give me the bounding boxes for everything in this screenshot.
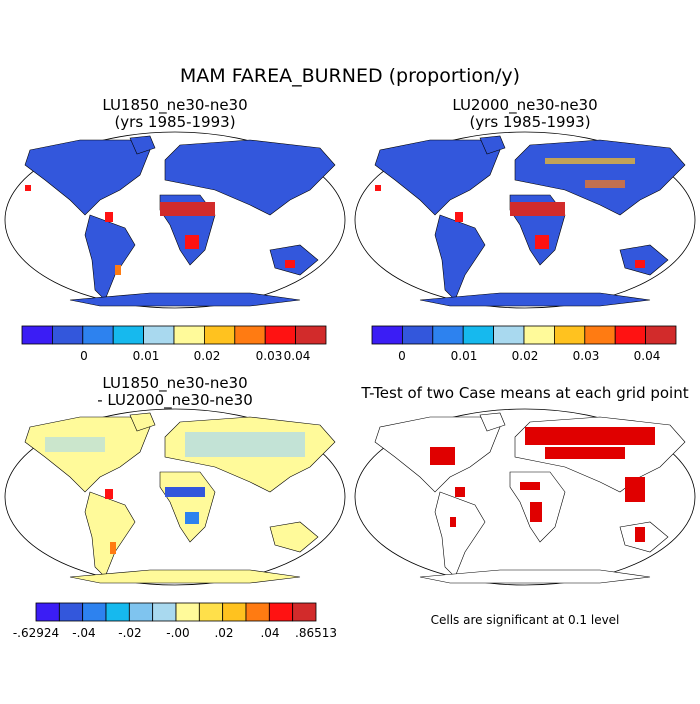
colorbar-box (584, 325, 616, 345)
colorbar-box (645, 325, 677, 345)
panel-title: LU1850_ne30-ne30 (102, 96, 247, 115)
colorbar-box (82, 602, 107, 622)
colorbar-label: 0 (80, 349, 88, 363)
colorbar-box (401, 325, 434, 345)
map-panel (4, 131, 346, 309)
colorbar-box (105, 602, 130, 622)
colorbar-box (432, 325, 464, 345)
figure-title: MAM FAREA_BURNED (proportion/y) (180, 65, 520, 87)
colorbar-label: 0.02 (512, 349, 539, 363)
colorbar-label: .04 (260, 626, 279, 640)
colorbar-label: 0.01 (133, 349, 160, 363)
colorbar-box (82, 325, 114, 345)
colorbar-box (268, 602, 294, 622)
colorbar-box (264, 325, 297, 345)
panel-title: LU1850_ne30-ne30 (102, 374, 247, 393)
map-panel (354, 408, 696, 586)
maps (4, 131, 696, 586)
colorbar-label: 0 (398, 349, 406, 363)
colorbar-box (198, 602, 224, 622)
colorbar-box (203, 325, 236, 345)
colorbar-box (234, 325, 266, 345)
panel-subtitle: (yrs 1985-1993) (469, 113, 590, 131)
colorbar-label: 0.01 (451, 349, 478, 363)
colorbar-label: -.62924 (13, 626, 59, 640)
panel-title: T-Test of two Case means at each grid po… (360, 384, 688, 402)
colorbar-box (292, 602, 317, 622)
colorbar-label: 0.04 (284, 349, 311, 363)
colorbar-box (523, 325, 555, 345)
panel-subtitle: - LU2000_ne30-ne30 (97, 391, 253, 410)
colorbar-box (222, 602, 247, 622)
colorbar-box (371, 325, 403, 345)
colorbar-label: -.02 (118, 626, 141, 640)
map-panel (4, 408, 346, 586)
map-panel (354, 131, 696, 309)
colorbar-box (143, 325, 175, 345)
colorbar-label: .86513 (295, 626, 337, 640)
colorbar-box (112, 325, 144, 345)
colorbar-label: 0.02 (194, 349, 221, 363)
colorbar-box (35, 602, 60, 622)
colorbar-box (175, 602, 200, 622)
panel-subtitle: (yrs 1985-1993) (114, 113, 235, 131)
colorbar-box (614, 325, 647, 345)
colorbar-label: 0.04 (634, 349, 661, 363)
colorbar-box (21, 325, 53, 345)
colorbar-box (462, 325, 495, 345)
colorbar-box (152, 602, 177, 622)
colorbar-label: 0.03 (573, 349, 600, 363)
colorbar-box (173, 325, 205, 345)
colorbar-label: 0.03 (256, 349, 283, 363)
panel-title: LU2000_ne30-ne30 (452, 96, 597, 115)
colorbar-label: -.00 (166, 626, 189, 640)
colorbar-box (128, 602, 154, 622)
colorbar-label: -.04 (72, 626, 95, 640)
note: Cells are significant at 0.1 level (431, 613, 620, 627)
colorbar-box (554, 325, 586, 345)
colorbar-box (52, 325, 84, 345)
colorbar-box (295, 325, 327, 345)
colorbar-box (58, 602, 84, 622)
colorbar-box (493, 325, 525, 345)
colorbar-box (245, 602, 270, 622)
colorbar-label: .02 (214, 626, 233, 640)
